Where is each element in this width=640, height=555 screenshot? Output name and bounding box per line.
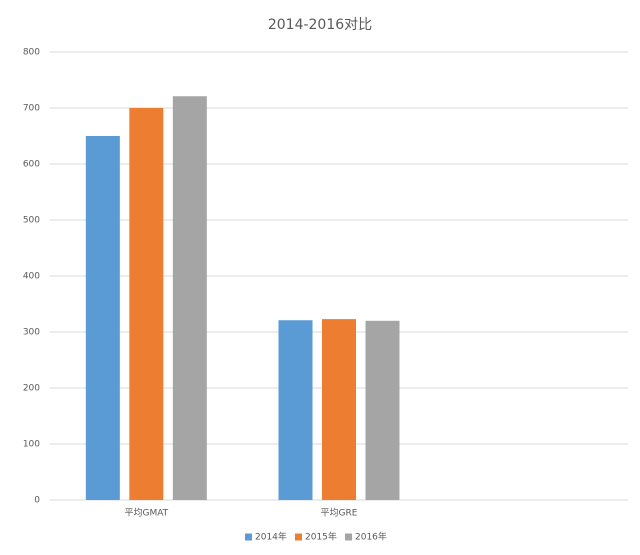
bar: [129, 108, 164, 500]
chart-title: 2014-2016对比: [268, 17, 372, 33]
y-tick-label: 0: [34, 496, 40, 506]
y-tick-label: 400: [23, 272, 40, 282]
legend-label: 2016年: [355, 531, 387, 543]
bar: [365, 320, 400, 500]
y-tick-label: 800: [23, 48, 40, 58]
x-tick-label: 平均GMAT: [124, 507, 168, 519]
y-tick-label: 600: [23, 160, 40, 170]
bar: [278, 320, 313, 500]
y-tick-label: 200: [23, 384, 40, 394]
legend-swatch: [295, 533, 302, 541]
bar: [322, 319, 356, 500]
legend-swatch: [245, 533, 252, 541]
legend-swatch: [345, 533, 352, 541]
y-tick-label: 100: [23, 440, 40, 450]
y-tick-label: 500: [23, 216, 40, 226]
legend-label: 2014年: [255, 531, 287, 543]
x-tick-label: 平均GRE: [321, 507, 358, 519]
legend-label: 2015年: [305, 531, 337, 543]
bar: [172, 96, 207, 501]
bar: [85, 136, 120, 500]
y-tick-label: 300: [23, 328, 40, 338]
y-tick-label: 700: [23, 104, 40, 114]
